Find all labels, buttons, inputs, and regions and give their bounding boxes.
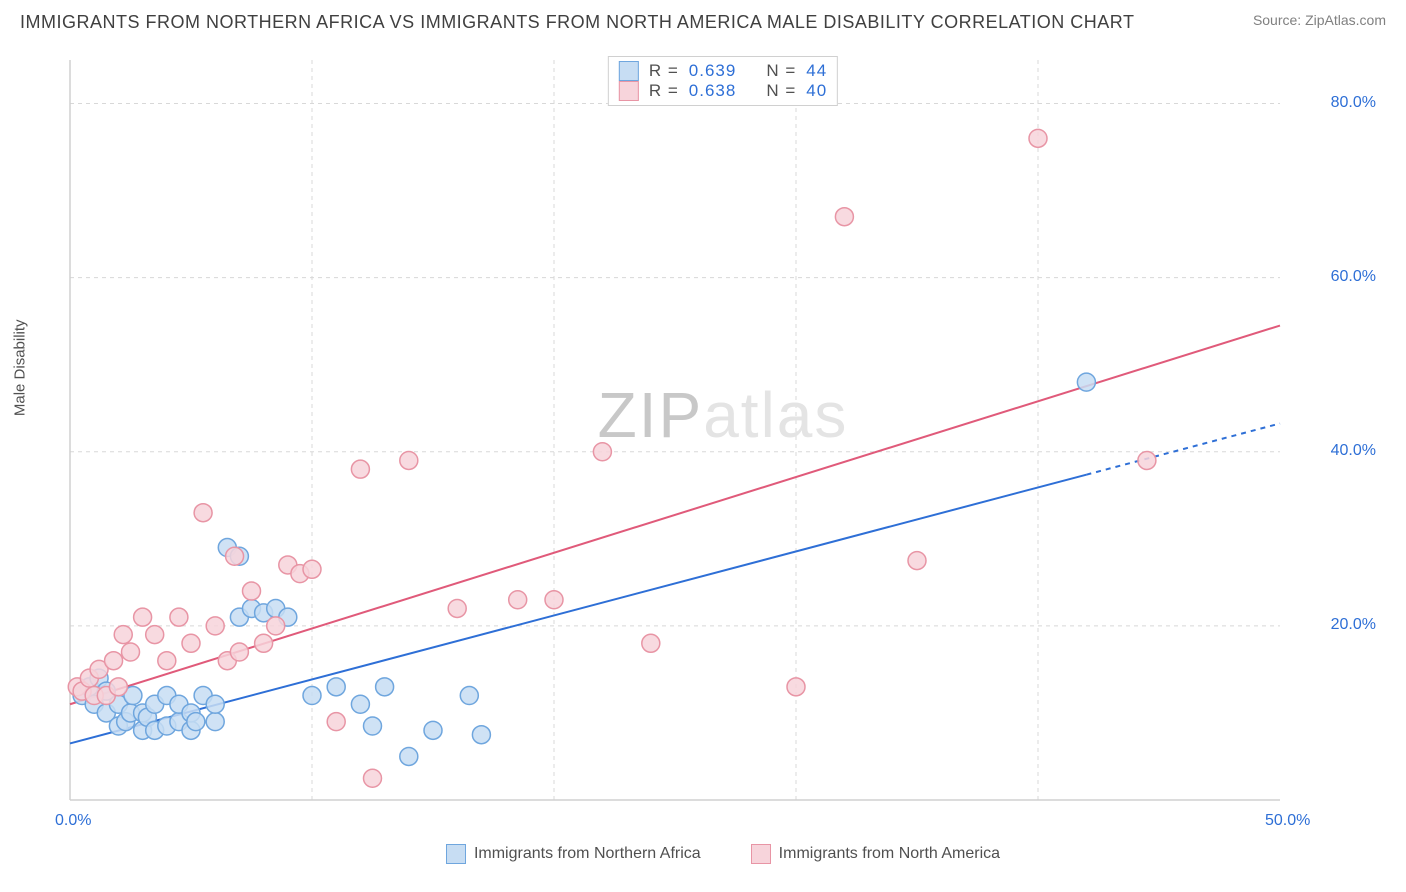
x-tick-label: 50.0% — [1265, 812, 1310, 830]
x-tick-label: 0.0% — [55, 812, 91, 830]
series-legend: Immigrants from Northern Africa Immigran… — [60, 844, 1386, 864]
corr-legend-row-1: R = 0.638 N = 40 — [619, 81, 827, 101]
chart-area: Male Disability ZIPatlas R = 0.639 N = 4… — [60, 50, 1386, 862]
y-tick-label: 80.0% — [1331, 94, 1376, 112]
corr-legend-row-0: R = 0.639 N = 44 — [619, 61, 827, 81]
source-link[interactable]: ZipAtlas.com — [1305, 12, 1386, 28]
series-legend-item-0: Immigrants from Northern Africa — [446, 844, 701, 864]
chart-title: IMMIGRANTS FROM NORTHERN AFRICA VS IMMIG… — [20, 12, 1134, 33]
correlation-legend: R = 0.639 N = 44 R = 0.638 N = 40 — [608, 56, 838, 106]
y-tick-label: 40.0% — [1331, 442, 1376, 460]
legend-swatch-icon — [751, 844, 771, 864]
source-credit: Source: ZipAtlas.com — [1253, 12, 1386, 28]
scatter-plot — [60, 50, 1360, 840]
legend-swatch-icon — [619, 61, 639, 81]
y-tick-label: 20.0% — [1331, 616, 1376, 634]
series-legend-item-1: Immigrants from North America — [751, 844, 1000, 864]
y-axis-label: Male Disability — [12, 319, 29, 416]
legend-swatch-icon — [619, 81, 639, 101]
y-tick-label: 60.0% — [1331, 268, 1376, 286]
legend-swatch-icon — [446, 844, 466, 864]
